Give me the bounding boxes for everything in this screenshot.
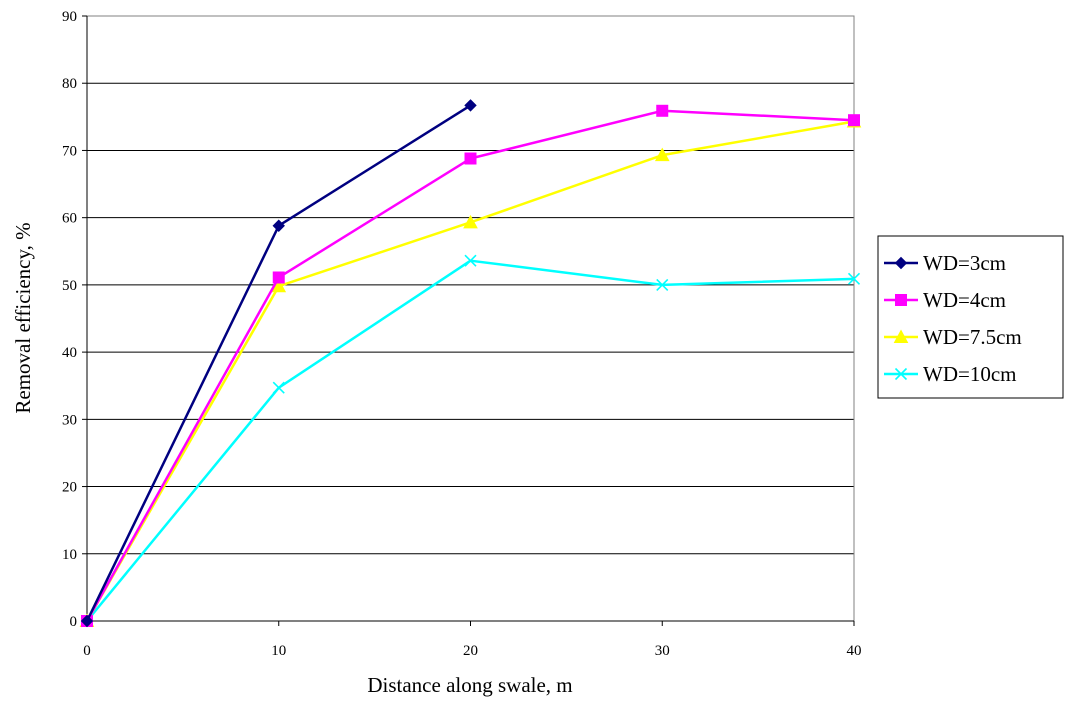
legend-label: WD=3cm (923, 251, 1006, 275)
legend-marker (894, 256, 908, 270)
data-point (272, 381, 285, 394)
series-line-2 (85, 109, 855, 622)
series-line-4 (86, 259, 855, 622)
y-tick-label: 80 (62, 76, 77, 92)
legend-item: WD=4cm (884, 288, 1006, 312)
y-tick-label: 90 (62, 9, 77, 25)
legend-item: WD=3cm (884, 251, 1006, 275)
x-tick-label: 10 (271, 643, 286, 659)
data-point (463, 214, 478, 229)
legend-label: WD=10cm (923, 362, 1017, 386)
x-tick-label: 20 (463, 643, 478, 659)
y-tick-label: 40 (62, 345, 77, 361)
data-point (656, 104, 669, 117)
y-axis-title: Removal efficiency, % (11, 222, 35, 413)
series-line-3 (85, 120, 855, 622)
gridlines (87, 15, 854, 555)
data-point (847, 272, 861, 285)
series-3 (79, 113, 862, 627)
data-point (464, 254, 477, 267)
series-2 (81, 104, 860, 627)
legend-marker (893, 329, 909, 343)
legend-marker (894, 367, 908, 381)
y-tick-label: 70 (62, 143, 77, 159)
legend-marker (895, 294, 907, 306)
legend-item: WD=7.5cm (884, 325, 1022, 349)
data-point (272, 271, 285, 284)
data-point (654, 147, 670, 162)
y-tick-label: 60 (62, 211, 77, 227)
x-tick-label: 0 (83, 643, 91, 659)
data-point (848, 114, 860, 127)
data-point (464, 152, 477, 165)
x-tick-label: 30 (655, 643, 670, 659)
x-axis-title: Distance along swale, m (367, 673, 572, 697)
x-tick-label: 40 (847, 643, 862, 659)
y-tick-label: 0 (70, 614, 78, 630)
y-tick-label: 20 (62, 480, 77, 496)
y-tick-label: 50 (62, 278, 77, 294)
y-tick-label: 10 (62, 547, 77, 563)
data-point (656, 278, 669, 291)
series-1 (80, 99, 477, 628)
series-layer (79, 99, 862, 628)
series-line-1 (85, 104, 472, 622)
series-4 (80, 254, 861, 628)
data-point (272, 219, 285, 232)
data-point (464, 99, 477, 112)
axes: 0 10 20 30 40 50 60 70 80 90 0 10 20 30 40 (62, 9, 862, 659)
legend-label: WD=4cm (923, 288, 1006, 312)
data-point (80, 614, 94, 628)
legend: WD=3cm WD=4cm WD=7.5cm WD=10cm (877, 235, 1064, 399)
legend-label: WD=7.5cm (923, 325, 1022, 349)
y-tick-label: 30 (62, 412, 77, 428)
legend-item: WD=10cm (884, 362, 1017, 386)
